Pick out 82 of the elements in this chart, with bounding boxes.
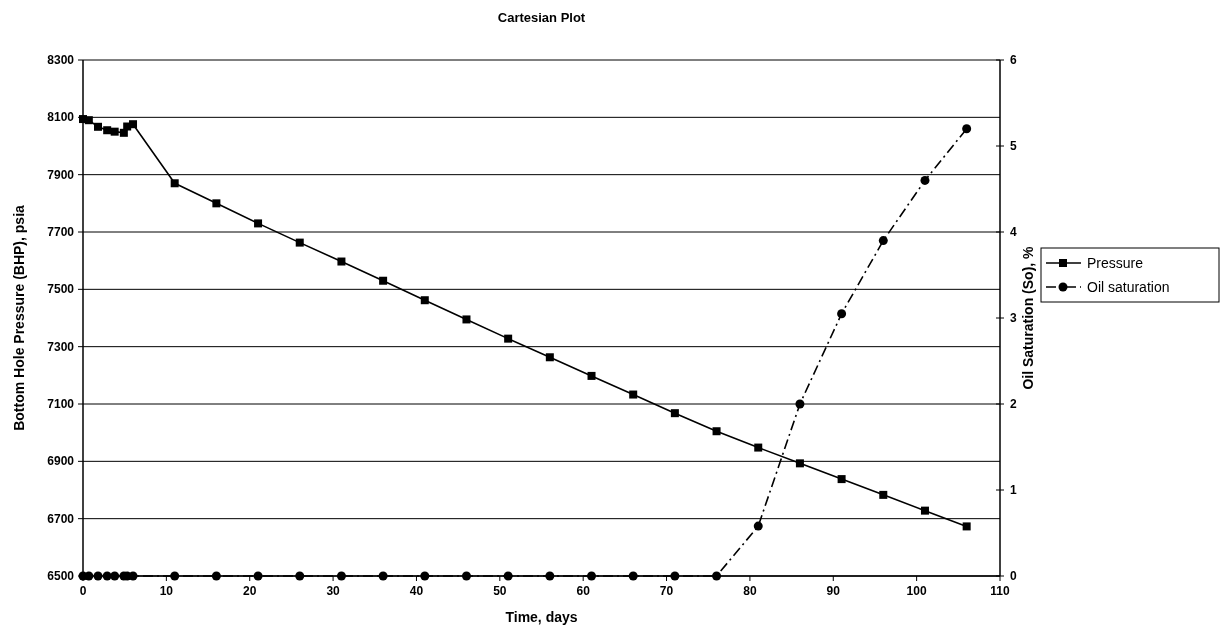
- legend-label: Oil saturation: [1087, 279, 1170, 295]
- y-tick-label: 7700: [47, 225, 75, 239]
- point: [587, 371, 596, 380]
- point: [110, 127, 119, 136]
- point: [378, 571, 388, 581]
- point: [462, 315, 471, 324]
- y2-tick-label: 1: [1010, 483, 1017, 497]
- x-tick-label: 20: [243, 584, 257, 598]
- y-tick-label: 7900: [47, 167, 75, 182]
- point: [93, 571, 103, 581]
- point: [253, 571, 263, 581]
- point: [753, 521, 763, 531]
- y2-tick-label: 6: [1010, 53, 1017, 67]
- point: [420, 296, 429, 305]
- y-tick-label: 7500: [47, 282, 75, 297]
- y2-tick-label: 4: [1010, 225, 1017, 239]
- point: [504, 334, 513, 343]
- x-tick-label: 80: [743, 584, 757, 598]
- point: [754, 443, 763, 452]
- y-tick-label: 8300: [47, 53, 75, 67]
- point: [545, 571, 555, 581]
- y2-tick-label: 2: [1010, 397, 1017, 411]
- y-tick-label: 7300: [47, 339, 75, 354]
- x-tick-label: 10: [159, 584, 174, 598]
- y-tick-label: 8100: [47, 110, 75, 125]
- point: [295, 238, 304, 247]
- point: [628, 571, 638, 581]
- point: [254, 219, 263, 228]
- y-tick-label: 6500: [47, 569, 75, 583]
- x-tick-label: 100: [906, 584, 927, 598]
- point: [795, 399, 805, 409]
- x-tick-label: 0: [79, 584, 87, 598]
- point: [879, 490, 888, 499]
- point: [212, 199, 221, 208]
- y-axis-title: Bottom Hole Pressure (BHP), psia: [11, 204, 27, 431]
- point: [670, 571, 680, 581]
- x-tick-label: 50: [493, 584, 507, 598]
- point: [587, 571, 597, 581]
- point: [962, 522, 971, 531]
- point: [170, 179, 179, 188]
- point: [878, 236, 888, 246]
- point: [337, 257, 346, 266]
- y-tick-label: 6900: [47, 454, 75, 469]
- point: [670, 409, 679, 418]
- point: [545, 353, 554, 362]
- point: [336, 571, 346, 581]
- point: [379, 276, 388, 285]
- point: [420, 571, 430, 581]
- point: [211, 571, 221, 581]
- point: [94, 122, 103, 131]
- y-tick-label: 6700: [47, 511, 75, 526]
- point: [110, 571, 120, 581]
- point: [712, 571, 722, 581]
- point: [920, 175, 930, 185]
- point: [962, 124, 972, 134]
- point: [503, 571, 513, 581]
- point: [837, 475, 846, 484]
- y2-axis-title: Oil Saturation (So), %: [1020, 245, 1036, 390]
- point: [461, 571, 471, 581]
- y2-tick-label: 5: [1010, 139, 1017, 153]
- x-tick-label: 30: [326, 584, 341, 598]
- y-tick-label: 7100: [47, 397, 75, 411]
- point: [84, 116, 93, 125]
- y2-tick-label: 0: [1010, 569, 1017, 583]
- legend-label: Pressure: [1087, 255, 1144, 271]
- x-tick-label: 60: [576, 584, 591, 598]
- x-axis-title: Time, days: [505, 609, 578, 625]
- point: [129, 120, 138, 129]
- point: [170, 571, 180, 581]
- x-tick-label: 110: [990, 584, 1011, 598]
- point: [295, 571, 305, 581]
- x-tick-label: 70: [659, 584, 674, 598]
- x-tick-label: 40: [409, 584, 424, 598]
- point: [103, 126, 112, 135]
- point: [795, 459, 804, 468]
- x-tick-label: 90: [826, 584, 841, 598]
- point: [837, 309, 847, 319]
- point: [712, 427, 721, 436]
- point: [629, 390, 638, 399]
- y2-tick-label: 3: [1010, 311, 1017, 325]
- point: [920, 506, 929, 515]
- chart-title: Cartesian Plot: [497, 10, 586, 25]
